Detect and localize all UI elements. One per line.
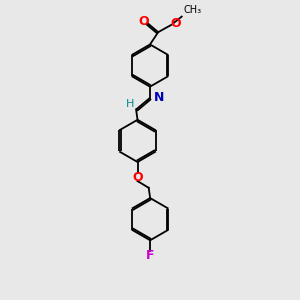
Text: O: O xyxy=(138,15,148,28)
Text: CH₃: CH₃ xyxy=(183,5,201,15)
Text: O: O xyxy=(170,17,181,30)
Text: N: N xyxy=(154,91,164,104)
Text: H: H xyxy=(125,99,134,109)
Text: F: F xyxy=(146,249,154,262)
Text: O: O xyxy=(132,171,143,184)
